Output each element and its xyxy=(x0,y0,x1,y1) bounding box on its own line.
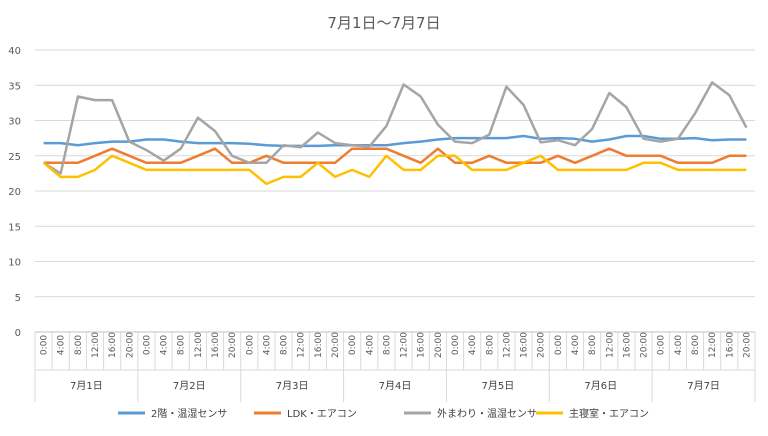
x-day-label: 7月7日 xyxy=(687,380,720,392)
x-tick-label: 16:00 xyxy=(417,332,427,358)
y-tick-label: 20 xyxy=(8,187,21,198)
x-tick-label: 12:00 xyxy=(502,332,512,358)
x-tick-label: 20:00 xyxy=(742,332,752,358)
x-tick-label: 4:00 xyxy=(57,335,67,355)
x-day-label: 7月2日 xyxy=(173,380,206,392)
y-tick-label: 30 xyxy=(8,117,21,128)
y-tick-label: 10 xyxy=(8,258,21,269)
x-tick-label: 12:00 xyxy=(400,332,410,358)
x-tick-label: 0:00 xyxy=(245,335,255,355)
x-tick-label: 8:00 xyxy=(177,335,187,355)
x-tick-label: 0:00 xyxy=(142,335,152,355)
x-tick-label: 0:00 xyxy=(40,335,50,355)
series-line-3 xyxy=(42,81,748,175)
x-tick-label: 12:00 xyxy=(194,332,204,358)
legend-label: LDK・エアコン xyxy=(287,409,357,420)
x-tick-label: 12:00 xyxy=(708,332,718,358)
x-day-label: 7月6日 xyxy=(584,380,617,392)
x-tick-label: 0:00 xyxy=(451,335,461,355)
x-tick-label: 0:00 xyxy=(348,335,358,355)
x-tick-label: 8:00 xyxy=(280,335,290,355)
x-tick-label: 0:00 xyxy=(554,335,564,355)
x-tick-label: 12:00 xyxy=(605,332,615,358)
x-day-label: 7月1日 xyxy=(70,380,103,392)
grid xyxy=(35,49,755,333)
y-tick-label: 15 xyxy=(8,222,21,233)
x-tick-label: 4:00 xyxy=(468,335,478,355)
legend-label: 主寝室・エアコン xyxy=(569,407,649,420)
axes: 0 5 10 15 20 25 30 35 40 0:00 4:00 8:00 12:00 16:00 20… xyxy=(8,46,756,402)
y-tick-label: 0 xyxy=(15,328,21,339)
x-tick-label: 20:00 xyxy=(125,332,135,358)
x-tick-label: 16:00 xyxy=(520,332,530,358)
x-tick-label: 4:00 xyxy=(262,335,272,355)
x-tick-label: 20:00 xyxy=(537,332,547,358)
x-tick-label: 16:00 xyxy=(725,332,735,358)
x-tick-label: 4:00 xyxy=(160,335,170,355)
y-tick-label: 35 xyxy=(8,81,21,92)
x-tick-label: 8:00 xyxy=(691,335,701,355)
series-line-4 xyxy=(42,154,747,186)
y-tick-label: 25 xyxy=(8,152,21,163)
legend-label: 2階・温湿センサ xyxy=(151,408,227,420)
y-tick-label: 5 xyxy=(15,293,21,304)
x-tick-label: 20:00 xyxy=(434,332,444,358)
series-lines xyxy=(42,81,748,186)
legend-label: 外まわり・温湿センサ xyxy=(437,408,537,420)
x-tick-label: 12:00 xyxy=(91,332,101,358)
x-day-label: 7月3日 xyxy=(276,380,309,392)
x-tick-label: 8:00 xyxy=(74,335,84,355)
x-tick-label: 8:00 xyxy=(382,335,392,355)
chart-title: 7月1日～7月7日 xyxy=(327,14,440,32)
x-tick-label: 8:00 xyxy=(588,335,598,355)
x-tick-label: 16:00 xyxy=(108,332,118,358)
x-tick-label: 4:00 xyxy=(571,335,581,355)
x-tick-label: 16:00 xyxy=(314,332,324,358)
x-tick-label: 16:00 xyxy=(211,332,221,358)
x-tick-label: 4:00 xyxy=(365,335,375,355)
x-tick-label: 16:00 xyxy=(622,332,632,358)
y-tick-label: 40 xyxy=(8,46,21,57)
x-tick-label: 8:00 xyxy=(485,335,495,355)
x-tick-label: 4:00 xyxy=(674,335,684,355)
series-line-2 xyxy=(43,147,747,165)
legend: 2階・温湿センサ LDK・エアコン 外まわり・温湿センサ 主寝室・エアコン xyxy=(118,407,649,420)
x-tick-label: 12:00 xyxy=(297,332,307,358)
x-tick-label: 0:00 xyxy=(657,335,667,355)
x-day-label: 7月5日 xyxy=(481,380,514,392)
x-tick-label: 20:00 xyxy=(640,332,650,358)
x-tick-label: 20:00 xyxy=(228,332,238,358)
x-day-label: 7月4日 xyxy=(379,380,412,392)
x-tick-label: 20:00 xyxy=(331,332,341,358)
series-line-1 xyxy=(43,134,747,148)
